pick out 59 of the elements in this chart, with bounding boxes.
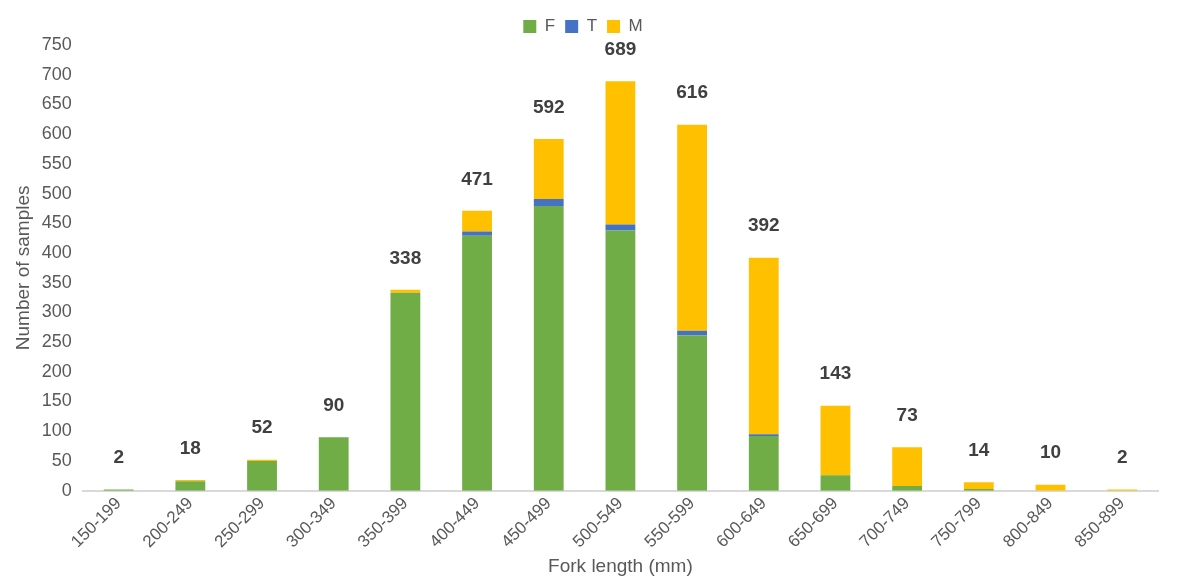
bar bbox=[677, 124, 707, 331]
bar bbox=[820, 405, 851, 476]
y-axis-title: Number of samples bbox=[11, 185, 33, 351]
bar bbox=[963, 482, 994, 489]
bar bbox=[390, 292, 421, 491]
bar bbox=[748, 257, 779, 435]
y-tick-label: 350 bbox=[41, 271, 72, 292]
bar bbox=[677, 330, 707, 336]
total-label: 616 bbox=[676, 81, 708, 103]
bar bbox=[533, 198, 564, 207]
legend-label: F bbox=[544, 16, 556, 36]
y-tick-label: 50 bbox=[51, 449, 72, 470]
total-label: 52 bbox=[251, 416, 273, 438]
y-tick-label: 100 bbox=[41, 420, 72, 441]
total-label: 2 bbox=[113, 446, 124, 468]
total-label: 10 bbox=[1039, 441, 1062, 463]
bar bbox=[462, 235, 492, 491]
total-label: 689 bbox=[604, 37, 637, 59]
total-label: 471 bbox=[461, 167, 494, 189]
y-tick-label: 150 bbox=[41, 390, 72, 411]
total-label: 392 bbox=[747, 214, 780, 236]
y-tick-label: 450 bbox=[41, 212, 72, 233]
legend-label: T bbox=[586, 16, 598, 36]
total-label: 592 bbox=[532, 95, 565, 117]
y-tick-label: 500 bbox=[41, 182, 72, 203]
y-tick-label: 550 bbox=[41, 152, 72, 173]
total-label: 14 bbox=[968, 439, 990, 461]
bar bbox=[748, 435, 779, 491]
legend-label: M bbox=[628, 16, 643, 36]
total-label: 2 bbox=[1116, 446, 1128, 468]
bar bbox=[820, 475, 851, 491]
y-tick-label: 0 bbox=[61, 479, 72, 500]
bar bbox=[605, 224, 636, 231]
bar bbox=[175, 481, 206, 491]
total-label: 143 bbox=[819, 362, 852, 384]
y-tick-label: 250 bbox=[41, 331, 72, 352]
y-tick-label: 650 bbox=[41, 93, 72, 114]
y-tick-label: 400 bbox=[41, 241, 72, 262]
y-tick-label: 600 bbox=[41, 123, 72, 144]
bar bbox=[533, 138, 564, 199]
y-tick-label: 750 bbox=[41, 33, 72, 54]
bar bbox=[605, 230, 636, 491]
bar bbox=[247, 460, 277, 491]
total-label: 338 bbox=[389, 246, 422, 268]
x-axis-title: Fork length (mm) bbox=[548, 554, 693, 576]
total-label: 18 bbox=[179, 436, 201, 458]
bar bbox=[605, 81, 636, 225]
y-tick-label: 200 bbox=[41, 360, 72, 381]
bar bbox=[533, 206, 564, 491]
total-label: 73 bbox=[896, 404, 918, 426]
bar bbox=[677, 335, 707, 491]
y-tick-label: 700 bbox=[41, 63, 72, 84]
bar bbox=[318, 437, 349, 491]
bar bbox=[390, 289, 421, 293]
y-tick-label: 300 bbox=[41, 301, 72, 322]
bar bbox=[462, 231, 492, 236]
bar bbox=[462, 210, 492, 232]
bar bbox=[892, 447, 923, 486]
total-label: 90 bbox=[323, 393, 345, 415]
